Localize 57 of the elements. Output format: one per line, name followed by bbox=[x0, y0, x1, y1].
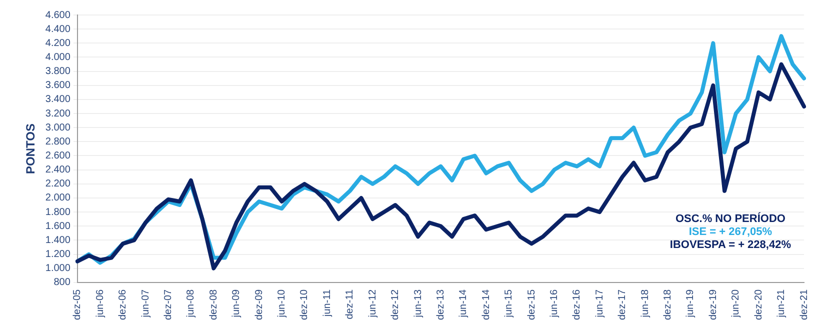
y-tick-label: 1.200 bbox=[45, 249, 71, 260]
annotation: IBOVESPA = + 228,42% bbox=[670, 239, 791, 252]
y-tick-label: 4.200 bbox=[45, 38, 71, 49]
x-tick-label: dez-14 bbox=[480, 288, 492, 320]
x-tick-label: dez-15 bbox=[526, 288, 538, 320]
y-axis-title: PONTOS bbox=[24, 123, 38, 174]
x-tick-label: jun-07 bbox=[140, 289, 152, 318]
x-tick-label: dez-21 bbox=[798, 288, 810, 320]
y-tick-label: 1.600 bbox=[45, 220, 71, 232]
y-tick-label: 4.000 bbox=[45, 52, 71, 63]
x-tick-label: jun-09 bbox=[231, 289, 242, 318]
x-tick-label: dez-05 bbox=[72, 288, 84, 320]
annotation: OSC.% NO PERÍODO bbox=[674, 213, 786, 226]
x-tick-label: jun-08 bbox=[186, 289, 197, 318]
y-tick-label: 1.000 bbox=[45, 263, 71, 274]
x-tick-label: jun-21 bbox=[776, 289, 788, 318]
x-tick-label: jun-13 bbox=[412, 289, 424, 318]
x-tick-label: dez-20 bbox=[753, 288, 764, 320]
x-tick-label: jun-10 bbox=[276, 289, 288, 318]
x-tick-label: dez-13 bbox=[435, 288, 446, 320]
x-tick-label: dez-08 bbox=[208, 288, 220, 320]
x-tick-label: jun-18 bbox=[640, 289, 651, 318]
y-tick-label: 2.200 bbox=[45, 178, 71, 190]
y-tick-label: 2.600 bbox=[45, 150, 71, 162]
y-tick-label: 4.400 bbox=[45, 24, 71, 35]
x-tick-label: dez-09 bbox=[254, 288, 265, 320]
x-tick-label: dez-06 bbox=[118, 288, 129, 320]
y-tick-label: 1.400 bbox=[45, 234, 71, 246]
x-tick-label: jun-20 bbox=[730, 289, 742, 318]
y-tick-label: 4.600 bbox=[45, 10, 71, 21]
y-tick-label: 3.800 bbox=[45, 66, 71, 78]
x-tick-label: dez-10 bbox=[299, 288, 310, 320]
x-tick-label: jun-14 bbox=[458, 289, 470, 318]
x-tick-label: dez-19 bbox=[708, 288, 719, 320]
x-tick-label: dez-16 bbox=[572, 288, 583, 320]
x-tick-label: jun-11 bbox=[322, 288, 333, 318]
x-tick-label: dez-11 bbox=[344, 288, 356, 320]
y-tick-label: 2.800 bbox=[45, 136, 71, 148]
x-tick-label: jun-16 bbox=[548, 289, 560, 318]
annotation: ISE = + 267,05% bbox=[688, 226, 774, 239]
x-tick-label: jun-17 bbox=[594, 289, 606, 318]
y-tick-label: 3.600 bbox=[45, 80, 71, 92]
x-tick-label: dez-18 bbox=[662, 288, 674, 320]
y-tick-label: 3.200 bbox=[45, 108, 71, 120]
y-tick-label: 800 bbox=[54, 277, 71, 288]
y-tick-label: 3.400 bbox=[45, 94, 71, 106]
y-tick-label: 2.000 bbox=[45, 192, 71, 204]
x-tick-label: jun-12 bbox=[367, 289, 378, 318]
x-tick-label: jun-06 bbox=[94, 289, 106, 318]
x-tick-label: jun-15 bbox=[504, 289, 515, 318]
x-tick-label: jun-19 bbox=[685, 289, 696, 318]
y-tick-label: 3.000 bbox=[45, 122, 71, 134]
y-tick-label: 1.800 bbox=[45, 206, 71, 218]
x-tick-label: dez-17 bbox=[617, 288, 628, 320]
x-tick-label: dez-07 bbox=[162, 288, 174, 320]
x-tick-label: dez-12 bbox=[390, 288, 402, 320]
y-tick-label: 2.400 bbox=[45, 164, 71, 176]
